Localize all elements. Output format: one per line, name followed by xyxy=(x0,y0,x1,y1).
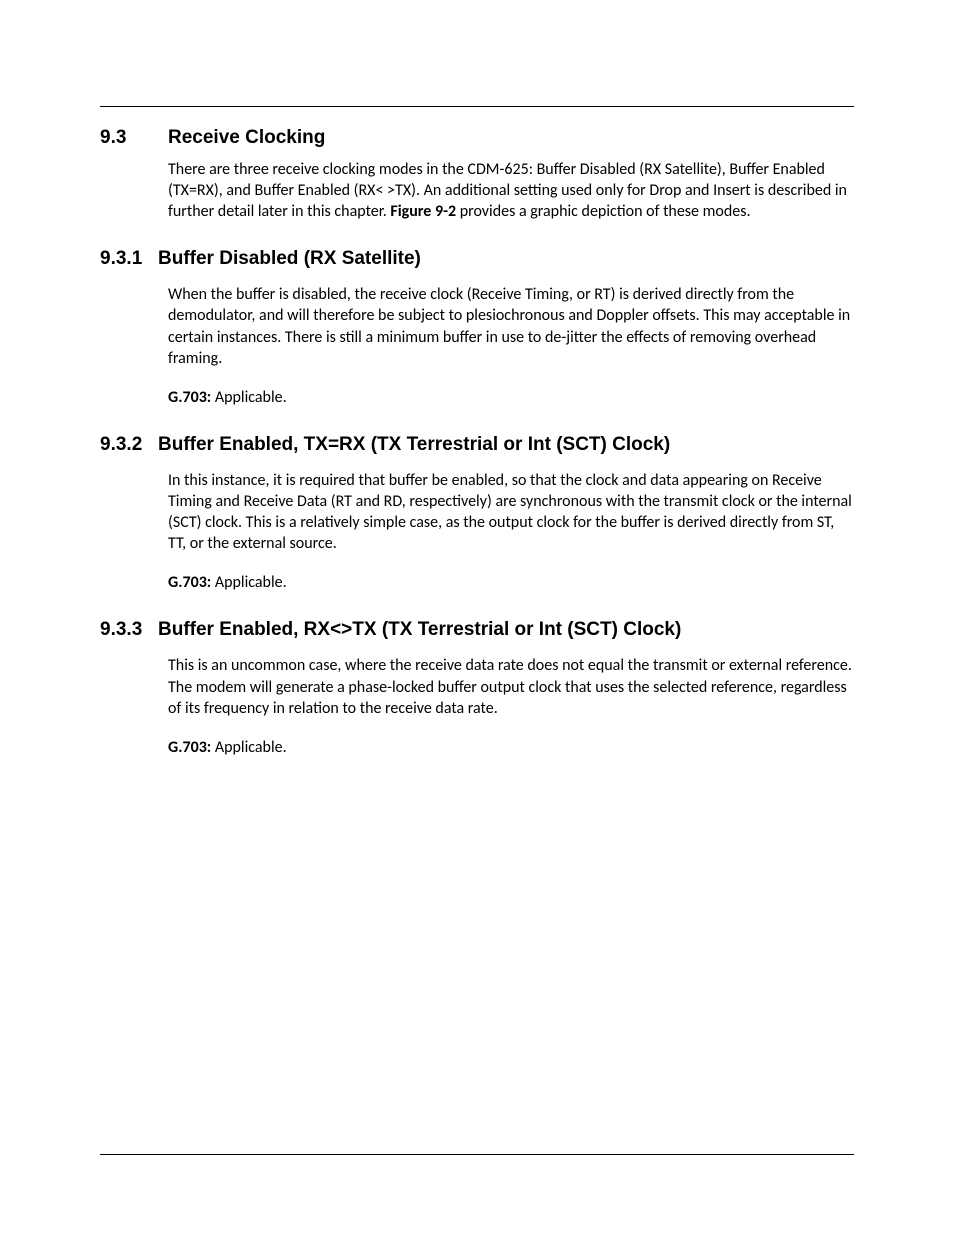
note-9-3-3: G.703: Applicable. xyxy=(168,737,854,758)
heading-9-3-3: 9.3.3 Buffer Enabled, RX<>TX (TX Terrest… xyxy=(100,619,854,641)
para-9-3-2-body: In this instance, it is required that bu… xyxy=(168,470,854,554)
heading-title: Buffer Enabled, TX=RX (TX Terrestrial or… xyxy=(158,434,670,456)
note-value: Applicable. xyxy=(211,738,286,757)
figure-ref: Figure 9-2 xyxy=(390,202,456,221)
note-value: Applicable. xyxy=(211,573,286,592)
text-run: provides a graphic depiction of these mo… xyxy=(456,202,750,221)
heading-title: Buffer Enabled, RX<>TX (TX Terrestrial o… xyxy=(158,619,681,641)
heading-9-3: 9.3 Receive Clocking xyxy=(100,127,854,149)
heading-number: 9.3.2 xyxy=(100,434,158,456)
heading-9-3-1: 9.3.1 Buffer Disabled (RX Satellite) xyxy=(100,248,854,270)
para-9-3-1-body: When the buffer is disabled, the receive… xyxy=(168,284,854,368)
page: 9.3 Receive Clocking There are three rec… xyxy=(0,0,954,1235)
para-9-3-3-body: This is an uncommon case, where the rece… xyxy=(168,655,854,718)
note-9-3-2: G.703: Applicable. xyxy=(168,572,854,593)
note-label: G.703: xyxy=(168,388,211,407)
note-label: G.703: xyxy=(168,738,211,757)
para-9-3-1: There are three receive clocking modes i… xyxy=(168,159,854,222)
heading-9-3-2: 9.3.2 Buffer Enabled, TX=RX (TX Terrestr… xyxy=(100,434,854,456)
heading-number: 9.3.1 xyxy=(100,248,158,270)
heading-title: Receive Clocking xyxy=(168,127,325,149)
content-area: 9.3 Receive Clocking There are three rec… xyxy=(100,106,854,776)
note-value: Applicable. xyxy=(211,388,286,407)
note-9-3-1: G.703: Applicable. xyxy=(168,387,854,408)
heading-number: 9.3 xyxy=(100,127,168,149)
bottom-rule xyxy=(100,1154,854,1155)
heading-title: Buffer Disabled (RX Satellite) xyxy=(158,248,421,270)
heading-number: 9.3.3 xyxy=(100,619,158,641)
note-label: G.703: xyxy=(168,573,211,592)
